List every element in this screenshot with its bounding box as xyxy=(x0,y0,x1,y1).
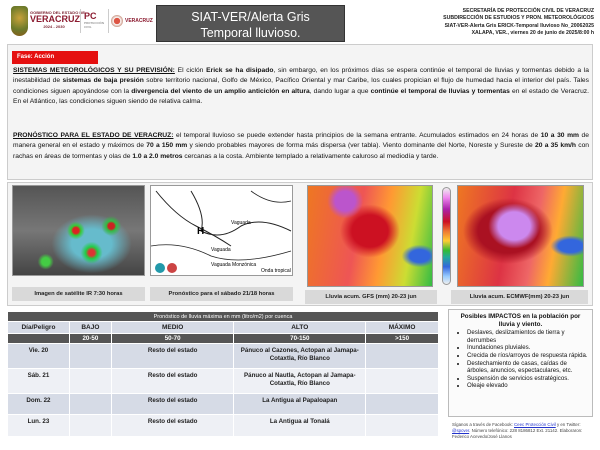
cell: La Antigua al Tonalá xyxy=(233,414,367,437)
range-cell: 50-70 xyxy=(110,333,235,344)
synoptic-caption: Pronóstico para el sábado 21/18 horas xyxy=(150,287,293,301)
rain-colorbar xyxy=(442,187,451,285)
cell: Resto del estado xyxy=(110,414,235,437)
cell: Sáb. 21 xyxy=(7,368,70,394)
table-row: Vie. 20 Resto del estado Pánuco al Cazones… xyxy=(7,343,439,369)
table-range-row: 20-50 50-70 70-150 >150 xyxy=(7,333,439,344)
table-row: Lun. 23 Resto del estado La Antigua al Ton… xyxy=(7,414,439,437)
gfs-caption: Lluvia acum. GFS (mm) 20-23 jun xyxy=(305,290,437,304)
pc-logo: PC PROTECCIÓN CIVIL xyxy=(84,11,105,30)
footer-contact: Síganos a través de Facebook: Ceec Prote… xyxy=(452,422,583,439)
header-info: SECRETARÍA DE PROTECCIÓN CIVIL DE VERACR… xyxy=(443,8,594,37)
trough-label: Vaguada xyxy=(211,247,231,253)
cell xyxy=(365,343,439,369)
monsoon-trough-label: Vaguada Monzónica xyxy=(211,262,256,268)
gobierno-logo: GOBIERNO DEL ESTADO DE VERACRUZ 2024 - 203… xyxy=(30,10,85,29)
text-panel xyxy=(7,44,593,180)
range-cell: 70-150 xyxy=(233,333,367,344)
satellite-image xyxy=(12,185,145,276)
cell: Vie. 20 xyxy=(7,343,70,369)
facebook-link[interactable]: Ceec Protección Civil xyxy=(514,422,556,427)
table-row: Dom. 22 Resto del estado La Antigua al Pap… xyxy=(7,393,439,415)
impact-item: Crecida de ríos/arroyos de respuesta ráp… xyxy=(467,352,588,360)
impact-item: Deslaves, deslizamientos de tierra y der… xyxy=(467,329,588,344)
header-day: Día/Peligro xyxy=(7,321,70,334)
page-title: SIAT-VER/Alerta Gris Temporal lluvioso. xyxy=(156,5,345,42)
cell xyxy=(68,343,112,369)
cell xyxy=(68,393,112,415)
impacts-title: Posibles IMPACTOS en la población por ll… xyxy=(460,313,581,328)
cell: Lun. 23 xyxy=(7,414,70,437)
divider xyxy=(80,9,81,33)
emblem-icon xyxy=(111,15,123,27)
cell: Pánuco al Cazones, Actopan al Jamapa-Cot… xyxy=(233,343,367,369)
high-pressure-label: H xyxy=(197,226,204,237)
veracruz-shield-logo xyxy=(11,6,28,36)
rain-forecast-table: Pronóstico de lluvia máxima en mm (litro… xyxy=(7,311,439,437)
nws-logo xyxy=(167,263,177,273)
impact-item: Oleaje elevado xyxy=(467,382,588,390)
header-maximo: MÁXIMO xyxy=(365,321,439,334)
header-medio: MEDIO xyxy=(110,321,235,334)
cell xyxy=(365,393,439,415)
table-header-row: Día/Peligro BAJO MEDIO ALTO MÁXIMO xyxy=(7,321,439,334)
forecast-paragraph: PRONÓSTICO PARA EL ESTADO DE VERACRUZ: e… xyxy=(13,132,590,160)
cell: Resto del estado xyxy=(110,343,235,369)
tropical-wave-label: Onda tropical xyxy=(261,268,291,274)
cell: Resto del estado xyxy=(110,368,235,394)
divider xyxy=(108,9,109,33)
trough-label: Vaguada xyxy=(231,220,251,226)
ecmwf-caption: Lluvia acum. ECMWF(mm) 20-23 jun xyxy=(451,290,588,304)
impact-item: Destechamiento de casas, caídas de árbol… xyxy=(467,360,588,375)
cell: Resto del estado xyxy=(110,393,235,415)
cell xyxy=(68,368,112,394)
phase-badge: Fase: Acción xyxy=(12,51,98,64)
ecmwf-rain-map xyxy=(457,185,584,287)
cell xyxy=(68,414,112,437)
header-bajo: BAJO xyxy=(68,321,112,334)
cell: Pánuco al Nautla, Actopan al Jamapa-Cota… xyxy=(233,368,367,394)
cell xyxy=(365,414,439,437)
header-logos: GOBIERNO DEL ESTADO DE VERACRUZ 2024 - 203… xyxy=(0,4,154,38)
systems-paragraph: SISTEMAS METEOROLÓGICOS Y SU PREVISIÓN: … xyxy=(13,67,590,105)
range-cell: >150 xyxy=(365,333,439,344)
impacts-box: Posibles IMPACTOS en la población por ll… xyxy=(448,309,593,417)
header-alto: ALTO xyxy=(233,321,367,334)
noaa-logo xyxy=(155,263,165,273)
range-cell xyxy=(7,333,70,344)
pc-veracruz-logo: VERACRUZ xyxy=(111,15,153,27)
impact-item: Suspensión de servicios estratégicos. xyxy=(467,375,588,383)
satellite-caption: Imagen de satélite IR 7:30 horas xyxy=(12,287,145,301)
impact-item: Inundaciones pluviales. xyxy=(467,344,588,352)
table-title: Pronóstico de lluvia máxima en mm (litro… xyxy=(7,311,439,322)
table-row: Sáb. 21 Resto del estado Pánuco al Nautla,… xyxy=(7,368,439,394)
cell: La Antigua al Papaloapan xyxy=(233,393,367,415)
twitter-link[interactable]: @spcver xyxy=(452,427,470,433)
cell xyxy=(365,368,439,394)
cell: Dom. 22 xyxy=(7,393,70,415)
range-cell: 20-50 xyxy=(68,333,112,344)
gfs-rain-map xyxy=(307,185,433,287)
synoptic-chart-image: H Vaguada Vaguada Vaguada Monzónica Onda… xyxy=(150,185,293,276)
